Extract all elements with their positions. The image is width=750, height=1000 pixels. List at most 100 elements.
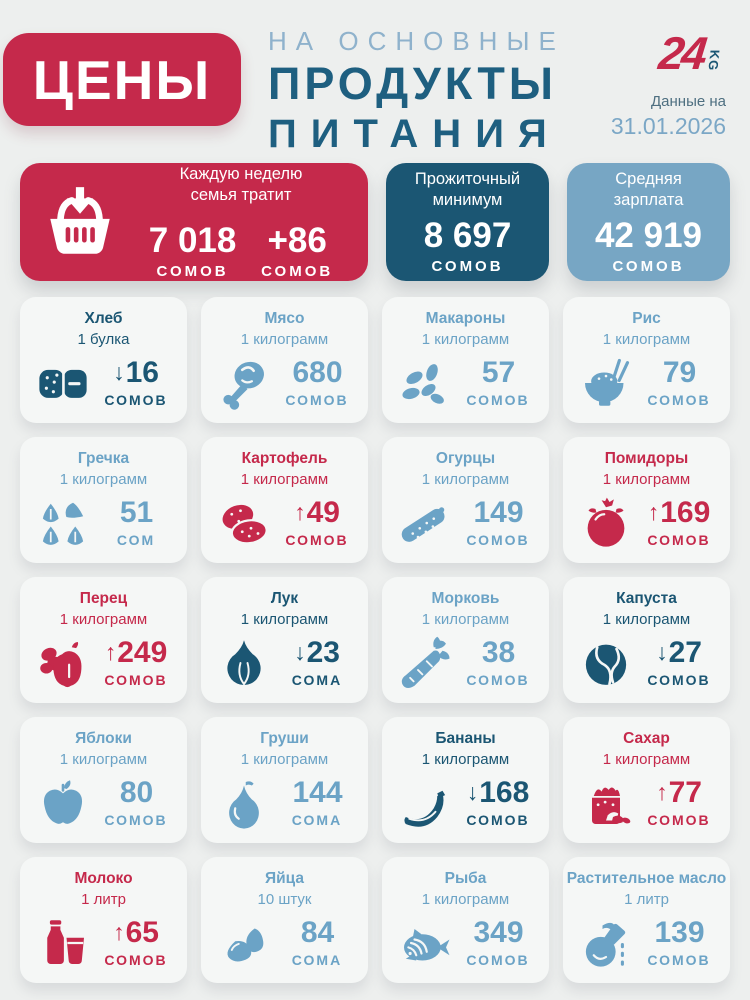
product-price: ↑249 — [104, 636, 168, 669]
product-card: Помидоры 1 килограмм ↑169 СОМОВ — [563, 437, 730, 563]
pear-icon — [216, 775, 272, 831]
product-quantity: 1 килограмм — [240, 470, 329, 488]
product-card: Бананы 1 килограмм ↓168 СОМОВ — [382, 717, 549, 843]
apple-icon — [35, 775, 91, 831]
onion-icon — [216, 635, 272, 691]
product-quantity: 1 килограмм — [602, 750, 691, 768]
product-price-block: ↓23 СОМА — [281, 636, 353, 689]
product-card: Капуста 1 килограмм ↓27 СОМОВ — [563, 577, 730, 703]
title-line2: ПИТАНИЯ — [268, 112, 561, 156]
product-card: Растительное масло 1 литр 139 СОМОВ — [563, 857, 730, 983]
product-quantity: 1 килограмм — [59, 610, 148, 628]
product-grid: Хлеб 1 булка ↓16 СОМОВ Мясо 1 килограмм … — [20, 297, 730, 983]
product-price-block: 139 СОМОВ — [643, 916, 715, 969]
title-badge: ЦЕНЫ — [3, 33, 241, 126]
subsistence-minimum-unit: СОМОВ — [431, 258, 504, 276]
product-price-block: ↑77 СОМОВ — [643, 778, 715, 829]
product-name: Молоко — [74, 870, 133, 887]
average-salary-unit: СОМОВ — [612, 258, 685, 276]
product-quantity: 1 килограмм — [240, 750, 329, 768]
product-price: 139 — [654, 916, 705, 949]
brand-logo: 24KG — [657, 27, 726, 79]
weekly-spend-content: Каждую неделю семья тратит 7 018 СОМОВ +… — [124, 164, 358, 279]
sugar-icon — [578, 775, 634, 831]
summary-row: Каждую неделю семья тратит 7 018 СОМОВ +… — [20, 163, 730, 281]
trend-arrow-icon: ↑ — [294, 499, 306, 525]
date-value: 31.01.2026 — [610, 112, 726, 139]
weekly-spend-label: Каждую неделю семья тратит — [179, 165, 303, 204]
product-name: Лук — [270, 590, 299, 607]
date-label: Данные на — [651, 93, 726, 110]
product-name: Картофель — [241, 450, 328, 467]
product-price-unit: СОМОВ — [647, 952, 711, 968]
product-price-unit: СОМА — [291, 952, 343, 968]
title-block: НА ОСНОВНЫЕ ПРОДУКТЫ ПИТАНИЯ — [268, 28, 565, 154]
product-card: Яблоки 1 килограмм 80 СОМОВ — [20, 717, 187, 843]
meat-icon — [216, 355, 272, 411]
weekly-spend-delta: +86 СОМОВ — [261, 220, 334, 280]
product-price-unit: СОМОВ — [104, 672, 168, 688]
milk-icon — [35, 915, 91, 971]
product-price: 349 — [473, 916, 524, 949]
product-quantity: 1 килограмм — [240, 330, 329, 348]
product-price-unit: СОМОВ — [104, 392, 168, 408]
tomato-icon — [578, 495, 634, 551]
product-price: 149 — [473, 496, 524, 529]
buckwheat-icon — [35, 495, 91, 551]
product-quantity: 1 килограмм — [602, 470, 691, 488]
product-price-block: 57 СОМОВ — [462, 356, 534, 409]
product-price: 51 — [119, 496, 154, 529]
product-price: ↓168 — [466, 776, 530, 809]
product-name: Гречка — [77, 450, 130, 467]
product-price-unit: СОМОВ — [466, 952, 530, 968]
product-price: 144 — [292, 776, 343, 809]
product-card: Картофель 1 килограмм ↑49 СОМОВ — [201, 437, 368, 563]
potato-icon — [216, 495, 272, 551]
product-price-block: 80 СОМОВ — [100, 778, 172, 829]
product-name: Яблоки — [75, 730, 132, 747]
product-price-block: 84 СОМА — [281, 918, 353, 969]
trend-arrow-icon: ↓ — [656, 639, 668, 665]
product-card: Мясо 1 килограмм 680 СОМОВ — [201, 297, 368, 423]
product-price: ↓27 — [656, 636, 702, 669]
product-price-unit: СОМОВ — [466, 392, 530, 408]
product-price-unit: СОМА — [291, 812, 343, 828]
product-name: Мясо — [264, 310, 305, 327]
product-card: Сахар 1 килограмм ↑77 СОМОВ — [563, 717, 730, 843]
title-subtitle: НА ОСНОВНЫЕ — [268, 26, 565, 56]
product-price-block: 79 СОМОВ — [643, 356, 715, 409]
product-price-block: ↑65 СОМОВ — [100, 918, 172, 969]
product-price-block: 349 СОМОВ — [462, 916, 534, 969]
product-price-unit: СОМОВ — [466, 532, 530, 548]
weekly-spend-card: Каждую неделю семья тратит 7 018 СОМОВ +… — [20, 163, 368, 281]
badge-text: ЦЕНЫ — [32, 48, 212, 111]
product-price-block: ↑49 СОМОВ — [281, 498, 353, 549]
average-salary-label: Средняя зарплата — [613, 169, 684, 209]
product-price: ↑169 — [647, 496, 711, 529]
trend-arrow-icon: ↑ — [656, 779, 668, 805]
product-price-unit: СОМОВ — [285, 392, 349, 408]
cucumber-icon — [397, 495, 453, 551]
product-price-unit: СОМОВ — [104, 812, 168, 828]
product-price-block: ↓27 СОМОВ — [643, 636, 715, 689]
product-card: Гречка 1 килограмм 51 СОМ — [20, 437, 187, 563]
product-card: Лук 1 килограмм ↓23 СОМА — [201, 577, 368, 703]
product-quantity: 1 килограмм — [421, 750, 510, 768]
trend-arrow-icon: ↓ — [113, 359, 125, 385]
product-price-unit: СОМОВ — [466, 812, 530, 828]
product-price: 79 — [662, 356, 697, 389]
product-price-block: ↓168 СОМОВ — [462, 776, 534, 829]
product-price: ↓23 — [294, 636, 340, 669]
product-name: Перец — [79, 590, 128, 607]
product-price: 57 — [481, 356, 516, 389]
rice-icon — [578, 355, 634, 411]
trend-arrow-icon: ↓ — [294, 639, 306, 665]
product-price: ↓16 — [113, 356, 159, 389]
product-quantity: 1 килограмм — [421, 330, 510, 348]
product-quantity: 1 килограмм — [421, 890, 510, 908]
product-price: 680 — [292, 356, 343, 389]
product-price: 38 — [481, 636, 516, 669]
product-price-unit: СОМ — [116, 532, 156, 548]
product-card: Яйца 10 штук 84 СОМА — [201, 857, 368, 983]
product-name: Макароны — [425, 310, 506, 327]
